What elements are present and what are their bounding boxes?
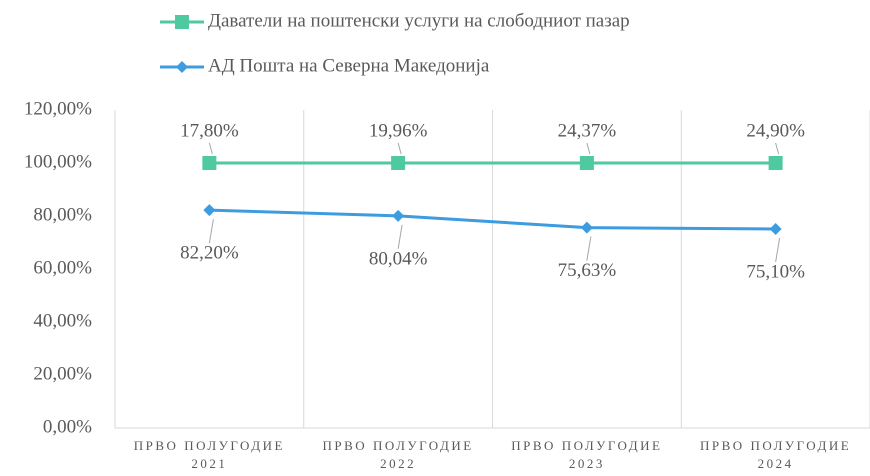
y-tick-label: 40,00% [33, 310, 92, 331]
data-label: 17,80% [180, 120, 239, 141]
marker [579, 156, 594, 170]
marker [203, 204, 216, 217]
leader-line [586, 236, 592, 261]
leader-line [775, 142, 780, 155]
y-tick-label: 80,00% [33, 204, 92, 225]
legend-label: Даватели на поштенски услуги на слободни… [208, 10, 630, 31]
data-label: 82,20% [180, 243, 239, 264]
x-tick-label: ПРВО ПОЛУГОДИЕ 2021 [133, 438, 285, 471]
marker [202, 156, 217, 170]
y-tick-label: 0,00% [43, 416, 92, 437]
x-tick-label: ПРВО ПОЛУГОДИЕ 2024 [700, 438, 852, 471]
data-label: 19,96% [369, 120, 428, 141]
data-label: 80,04% [369, 248, 428, 269]
legend-label: АД Пошта на Северна Македонија [208, 55, 490, 76]
data-label: 24,90% [746, 120, 805, 141]
data-label: 75,63% [558, 260, 617, 281]
leader-line [208, 219, 214, 244]
marker [175, 15, 189, 29]
x-tick-label: ПРВО ПОЛУГОДИЕ 2022 [322, 438, 474, 471]
leader-line [397, 224, 403, 249]
leader-line [397, 142, 402, 155]
leader-line [775, 237, 781, 263]
leader-line [586, 142, 591, 155]
line [209, 208, 776, 231]
marker [769, 222, 782, 235]
marker [391, 156, 406, 170]
marker [768, 156, 783, 170]
y-tick-label: 100,00% [24, 151, 92, 172]
data-label: 75,10% [746, 261, 805, 282]
leader-line [208, 142, 213, 155]
y-tick-label: 20,00% [33, 363, 92, 384]
marker [392, 209, 405, 222]
data-label: 24,37% [558, 120, 617, 141]
y-tick-label: 120,00% [24, 98, 92, 119]
x-tick-label: ПРВО ПОЛУГОДИЕ 2023 [511, 438, 663, 471]
marker [176, 61, 188, 73]
y-tick-label: 60,00% [33, 257, 92, 278]
marker [580, 221, 593, 234]
